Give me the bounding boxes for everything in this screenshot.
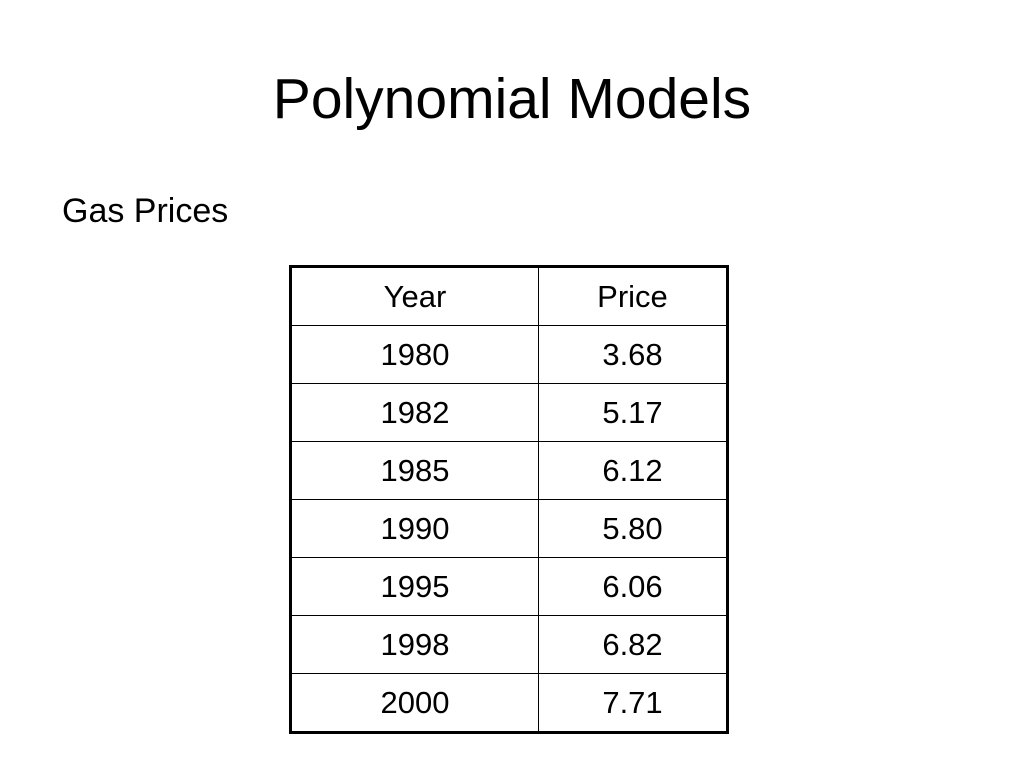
price-cell: 3.68 xyxy=(538,325,728,384)
price-cell: 6.82 xyxy=(538,615,728,674)
year-cell: 1982 xyxy=(290,383,539,442)
column-header-price: Price xyxy=(538,266,728,326)
table-row: 1998 6.82 xyxy=(290,615,728,674)
slide-title: Polynomial Models xyxy=(272,67,752,131)
table-row: 1995 6.06 xyxy=(290,557,728,616)
gas-prices-table: Year Price 1980 3.68 1982 5.17 1985 6.12… xyxy=(289,265,729,734)
column-header-year: Year xyxy=(290,266,539,326)
year-cell: 1995 xyxy=(290,557,539,616)
slide-subtitle: Gas Prices xyxy=(62,192,229,230)
year-cell: 1998 xyxy=(290,615,539,674)
year-cell: 1980 xyxy=(290,325,539,384)
table-row: 2000 7.71 xyxy=(290,673,728,733)
price-cell: 5.17 xyxy=(538,383,728,442)
year-cell: 1985 xyxy=(290,441,539,500)
table-row: 1990 5.80 xyxy=(290,499,728,558)
price-cell: 6.06 xyxy=(538,557,728,616)
table-row: 1982 5.17 xyxy=(290,383,728,442)
price-cell: 7.71 xyxy=(538,673,728,733)
price-cell: 5.80 xyxy=(538,499,728,558)
table-header-row: Year Price xyxy=(290,266,728,326)
price-cell: 6.12 xyxy=(538,441,728,500)
table-row: 1985 6.12 xyxy=(290,441,728,500)
year-cell: 2000 xyxy=(290,673,539,733)
table-row: 1980 3.68 xyxy=(290,325,728,384)
year-cell: 1990 xyxy=(290,499,539,558)
